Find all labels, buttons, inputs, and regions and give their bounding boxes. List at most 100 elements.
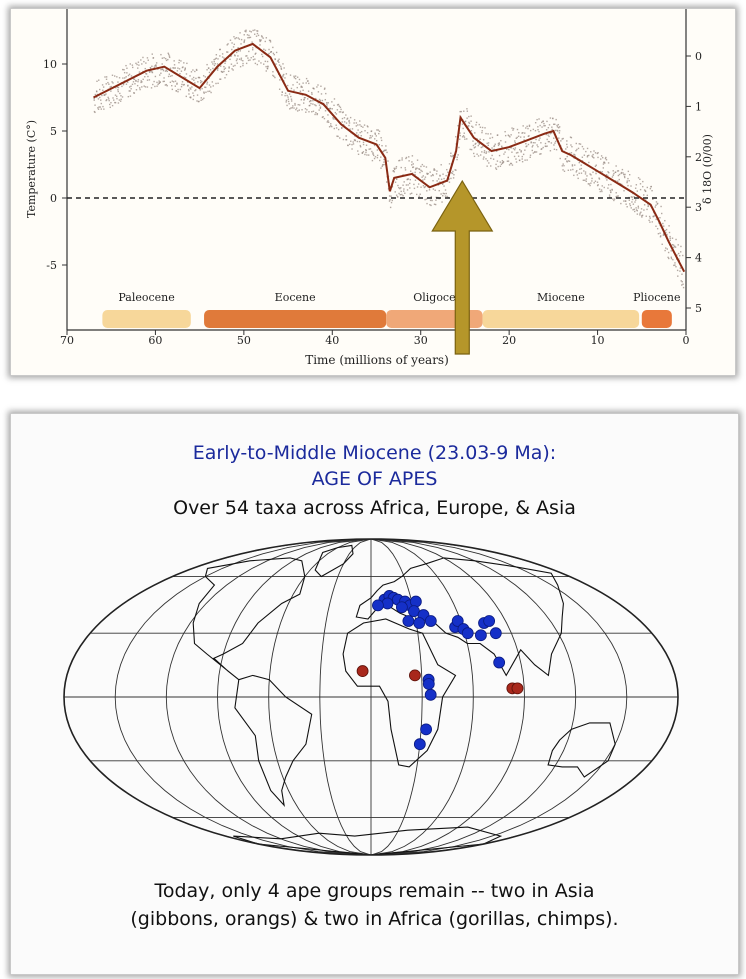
scatter-point	[534, 129, 537, 132]
scatter-point	[396, 196, 399, 198]
scatter-point	[398, 186, 400, 189]
scatter-point	[509, 136, 511, 138]
scatter-point	[369, 148, 372, 150]
scatter-point	[285, 73, 288, 75]
scatter-point	[327, 114, 329, 116]
scatter-point	[532, 142, 535, 144]
scatter-point	[304, 96, 306, 99]
scatter-point	[620, 202, 622, 205]
scatter-point	[297, 103, 299, 106]
scatter-point	[594, 152, 597, 154]
scatter-point	[401, 193, 403, 196]
scatter-point	[324, 87, 326, 89]
scatter-point	[294, 104, 296, 106]
scatter-point	[232, 46, 235, 48]
scatter-point	[616, 170, 619, 172]
scatter-point	[680, 245, 682, 248]
scatter-point	[416, 159, 419, 161]
scatter-point	[602, 156, 604, 159]
scatter-point	[93, 110, 96, 113]
scatter-point	[289, 108, 291, 110]
scatter-point	[482, 139, 485, 141]
scatter-point	[581, 156, 584, 158]
scatter-point	[433, 169, 435, 171]
scatter-point	[500, 139, 502, 142]
scatter-point	[436, 170, 438, 172]
scatter-point	[387, 160, 389, 162]
scatter-point	[135, 62, 137, 65]
scatter-point	[335, 127, 338, 129]
scatter-point	[180, 60, 182, 62]
scatter-point	[630, 196, 633, 198]
scatter-point	[591, 180, 593, 182]
scatter-point	[303, 98, 305, 101]
scatter-point	[522, 125, 524, 127]
scatter-point	[665, 231, 667, 234]
scatter-point	[493, 148, 495, 151]
scatter-point	[326, 103, 328, 105]
scatter-point	[240, 38, 243, 41]
scatter-point	[562, 137, 564, 140]
scatter-point	[663, 225, 665, 227]
scatter-point	[129, 90, 131, 92]
scatter-point	[272, 74, 274, 77]
scatter-point	[523, 136, 525, 138]
scatter-point	[299, 90, 302, 92]
scatter-point	[472, 144, 475, 147]
scatter-point	[450, 155, 452, 157]
scatter-point	[512, 127, 515, 130]
scatter-point	[264, 49, 267, 52]
scatter-point	[589, 173, 591, 175]
scatter-point	[302, 89, 304, 92]
scatter-point	[538, 130, 540, 133]
scatter-point	[464, 120, 466, 123]
y2-tick-label: 4	[695, 252, 702, 265]
scatter-point	[514, 140, 516, 142]
scatter-point	[301, 86, 303, 88]
scatter-point	[148, 79, 151, 81]
scatter-point	[153, 66, 156, 68]
scatter-point	[470, 115, 472, 117]
scatter-point	[508, 135, 510, 137]
scatter-point	[666, 248, 669, 250]
scatter-point	[626, 206, 628, 208]
scatter-point	[207, 67, 210, 69]
continent-outline	[234, 674, 313, 808]
scatter-point	[481, 146, 484, 148]
scatter-point	[554, 140, 557, 143]
scatter-point	[142, 78, 144, 81]
scatter-point	[551, 126, 553, 128]
scatter-point	[592, 153, 594, 156]
scatter-point	[235, 59, 238, 62]
scatter-point	[597, 184, 599, 186]
scatter-point	[485, 132, 487, 135]
scatter-point	[512, 147, 515, 150]
scatter-point	[523, 139, 525, 141]
y-tick-label: -5	[46, 259, 57, 272]
scatter-point	[584, 173, 587, 175]
scatter-point	[94, 104, 96, 106]
scatter-point	[639, 214, 641, 216]
scatter-point	[296, 110, 299, 112]
scatter-point	[259, 40, 262, 42]
scatter-point	[475, 142, 477, 145]
scatter-point	[374, 138, 376, 140]
scatter-point	[659, 236, 662, 238]
scatter-point	[212, 63, 214, 65]
scatter-point	[251, 41, 253, 43]
scatter-point	[160, 68, 162, 71]
scatter-point	[445, 192, 447, 195]
scatter-point	[582, 148, 585, 150]
scatter-point	[508, 148, 510, 151]
scatter-point	[261, 55, 264, 58]
scatter-point	[380, 139, 383, 142]
scatter-point	[151, 71, 154, 74]
scatter-point	[178, 68, 181, 70]
scatter-point	[314, 113, 316, 116]
scatter-point	[105, 76, 108, 78]
scatter-point	[537, 126, 539, 128]
scatter-point	[607, 171, 609, 173]
scatter-point	[252, 58, 255, 61]
scatter-point	[296, 76, 299, 78]
scatter-point	[586, 155, 589, 157]
